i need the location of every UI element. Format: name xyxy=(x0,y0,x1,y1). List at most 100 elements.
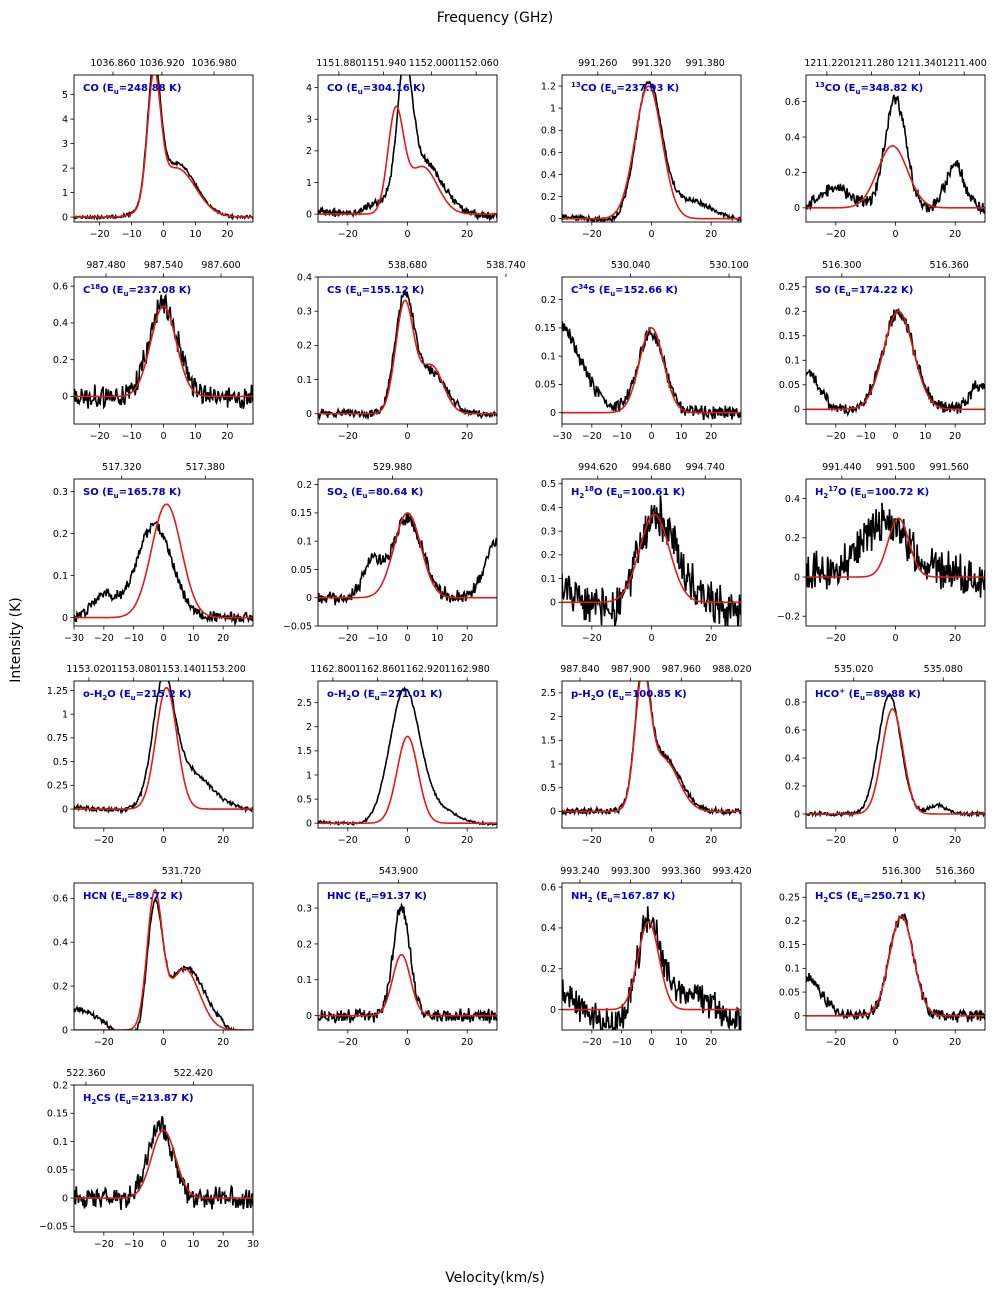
x-tick-label: 20 xyxy=(705,431,717,442)
x-tick-label: 20 xyxy=(705,633,717,644)
y-tick-label: 0 xyxy=(62,804,68,815)
frequency-tick-label: 987.480 xyxy=(86,260,125,271)
svg-text:HCN (Eu​=89.72 K): HCN (Eu​=89.72 K) xyxy=(83,891,183,904)
frequency-tick-label: 1153.080 xyxy=(111,664,156,675)
observed-spectrum xyxy=(74,896,236,1030)
frequency-tick-label: 516.300 xyxy=(822,260,861,271)
panel-12: −20 0 20 −0.2 0 0.2 0.4 991.440 991.500 991.560 H2… xyxy=(777,462,986,644)
x-tick-label: 20 xyxy=(705,835,717,846)
frequency-tick-label: 1162.860 xyxy=(355,664,400,675)
y-tick-label: 2 xyxy=(306,722,312,733)
model-fit xyxy=(806,517,985,578)
line-label: SO2​ (Eu​=80.64 K) xyxy=(327,487,423,500)
axes-frame xyxy=(561,74,742,223)
observed-spectrum xyxy=(74,520,253,626)
line-label: SO (Eu​=165.78 K) xyxy=(83,487,181,500)
x-tick-label: 20 xyxy=(461,431,473,442)
x-tick-label: 0 xyxy=(892,229,898,240)
y-tick-label: 0 xyxy=(794,1011,800,1022)
x-tick-label: 10 xyxy=(187,1239,199,1250)
x-tick-label: 0 xyxy=(404,1037,410,1048)
x-tick-label: −20 xyxy=(338,229,358,240)
observed-spectrum xyxy=(806,308,985,417)
y-tick-label: 0.2 xyxy=(541,964,556,975)
y-tick-label: 0.1 xyxy=(53,1137,68,1148)
observed-spectrum xyxy=(806,502,985,598)
x-tick-label: −10 xyxy=(122,431,142,442)
frequency-tick-label: 987.840 xyxy=(560,664,599,675)
model-fit xyxy=(562,85,741,220)
line-label: H2​18​O (Eu​=100.61 K) xyxy=(571,485,685,500)
line-label: SO (Eu​=174.22 K) xyxy=(815,285,913,298)
axes-frame xyxy=(317,276,498,425)
x-tick-label: −20 xyxy=(90,431,110,442)
x-tick-label: 20 xyxy=(949,229,961,240)
x-tick-label: −20 xyxy=(582,431,602,442)
x-tick-label: 0 xyxy=(892,633,898,644)
x-tick-label: −20 xyxy=(338,431,358,442)
y-tick-label: 4 xyxy=(62,114,68,125)
frequency-tick-label: 516.360 xyxy=(930,260,969,271)
y-tick-label: 0.2 xyxy=(297,480,312,491)
x-tick-label: 0 xyxy=(648,1037,654,1048)
y-tick-label: 0.15 xyxy=(535,323,556,334)
line-label: HNC (Eu​=91.37 K) xyxy=(327,891,427,904)
y-tick-label: 3 xyxy=(306,115,312,126)
y-tick-label: 0 xyxy=(62,392,68,403)
x-tick-label: −20 xyxy=(94,835,114,846)
model-fit xyxy=(562,681,741,813)
x-tick-label: 0 xyxy=(892,431,898,442)
model-fit xyxy=(318,299,497,415)
frequency-tick-label: 530.040 xyxy=(611,260,650,271)
x-tick-label: 0 xyxy=(160,835,166,846)
model-fit xyxy=(562,327,741,414)
frequency-tick-label: 991.380 xyxy=(686,58,725,69)
model-fit xyxy=(74,503,253,619)
y-tick-label: 0.2 xyxy=(541,192,556,203)
y-tick-label: 0.1 xyxy=(785,964,800,975)
frequency-tick-label: 517.380 xyxy=(186,462,225,473)
y-tick-label: −0.05 xyxy=(39,1222,68,1233)
y-tick-label: 0.15 xyxy=(779,940,800,951)
observed-spectrum xyxy=(562,80,741,222)
x-tick-label: −20 xyxy=(826,1037,846,1048)
y-tick-label: 2 xyxy=(306,146,312,157)
y-tick-label: 0.1 xyxy=(297,975,312,986)
x-tick-label: 20 xyxy=(221,431,233,442)
y-tick-label: 0.3 xyxy=(53,487,68,498)
y-tick-label: 0.1 xyxy=(785,356,800,367)
y-tick-label: 0.1 xyxy=(541,351,556,362)
frequency-tick-label: 1211.400 xyxy=(941,58,986,69)
y-tick-label: 0 xyxy=(306,209,312,220)
x-tick-label: −20 xyxy=(94,1239,114,1250)
x-tick-label: 10 xyxy=(919,431,931,442)
x-tick-label: −10 xyxy=(124,1239,144,1250)
x-tick-label: 0 xyxy=(648,633,654,644)
frequency-tick-label: 517.320 xyxy=(102,462,141,473)
y-tick-label: 0 xyxy=(794,405,800,416)
x-tick-label: −20 xyxy=(582,1037,602,1048)
y-tick-label: 0 xyxy=(794,203,800,214)
y-tick-label: 0.5 xyxy=(541,479,556,490)
y-tick-label: 1 xyxy=(550,759,556,770)
x-tick-label: −20 xyxy=(338,835,358,846)
x-tick-label: 0 xyxy=(160,229,166,240)
frequency-tick-label: 538.740 xyxy=(486,260,525,271)
intensity-label: Intensity (K) xyxy=(8,597,24,683)
axes-frame xyxy=(561,276,742,425)
y-tick-label: −0.05 xyxy=(283,621,312,632)
x-tick-label: −20 xyxy=(826,835,846,846)
model-fit xyxy=(318,105,497,215)
observed-spectrum xyxy=(74,1115,253,1211)
svg-text:SO (Eu​=174.22 K): SO (Eu​=174.22 K) xyxy=(815,285,913,298)
svg-text:H2​18​O (Eu​=100.61 K): H2​18​O (Eu​=100.61 K) xyxy=(571,485,685,500)
y-tick-label: 0 xyxy=(306,409,312,420)
model-fit xyxy=(806,708,985,815)
x-tick-label: 20 xyxy=(705,1037,717,1048)
y-tick-label: 0.8 xyxy=(785,697,800,708)
y-tick-label: 0.05 xyxy=(47,1165,68,1176)
svg-text:HCO+​ (Eu​=89.88 K): HCO+​ (Eu​=89.88 K) xyxy=(815,687,921,702)
x-tick-label: 0 xyxy=(404,431,410,442)
